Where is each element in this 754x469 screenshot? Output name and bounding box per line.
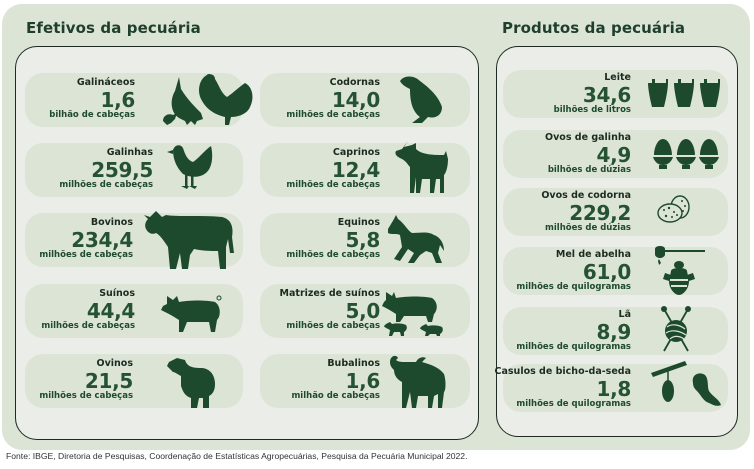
- card-value: 5,0: [345, 299, 380, 323]
- card-unit: bilhões de dúzias: [547, 165, 631, 175]
- card-leite: Leite 34,6 bilhões de litros: [503, 70, 728, 118]
- card-ovinos: Ovinos 21,5 milhões de cabeças: [25, 354, 243, 408]
- card-label: Casulos de bicho-da-seda: [494, 366, 631, 377]
- quail-icon: [398, 75, 448, 125]
- quail-eggs-icon: [656, 195, 692, 225]
- card-unit: milhões de dúzias: [545, 223, 631, 233]
- card-value: 1,6: [100, 88, 135, 112]
- card-value: 1,8: [596, 377, 631, 401]
- card-label: Ovos de galinha: [545, 132, 631, 143]
- card-unit: milhões de cabeças: [59, 180, 153, 190]
- card-bovinos: Bovinos 234,4 milhões de cabeças: [25, 211, 243, 269]
- honey-bee-icon: [653, 245, 709, 297]
- right-section-title: Produtos da pecuária: [502, 19, 686, 37]
- card-la: Lã 8,9 milhões de quilogramas: [503, 305, 728, 355]
- left-section-title: Efetivos da pecuária: [26, 19, 201, 37]
- card-galinhas: Galinhas 259,5 milhões de cabeças: [25, 143, 243, 197]
- card-label: Galináceos: [76, 77, 135, 88]
- card-unit: milhões de cabeças: [41, 321, 135, 331]
- card-label: Galinhas: [106, 147, 153, 158]
- horse-icon: [384, 215, 446, 265]
- card-value: 61,0: [582, 260, 631, 284]
- card-bubalinos: Bubalinos 1,6 milhão de cabeças: [260, 354, 470, 408]
- hen-icon: [167, 142, 215, 192]
- card-value: 5,8: [345, 228, 380, 252]
- card-value: 12,4: [331, 158, 380, 182]
- card-suinos: Suínos 44,4 milhões de cabeças: [25, 284, 243, 338]
- card-label: Ovos de codorna: [541, 190, 631, 201]
- card-label: Leite: [604, 72, 631, 83]
- card-unit: bilhão de cabeças: [49, 110, 135, 120]
- card-value: 34,6: [582, 83, 631, 107]
- card-equinos: Equinos 5,8 milhões de cabeças: [260, 213, 470, 267]
- cow-icon: [142, 207, 238, 271]
- eggs-icon: [653, 139, 719, 169]
- card-galinaceos: Galináceos 1,6 bilhão de cabeças: [25, 73, 253, 127]
- card-unit: milhões de cabeças: [286, 180, 380, 190]
- card-casulos: Casulos de bicho-da-seda 1,8 milhões de …: [495, 361, 728, 413]
- sheep-icon: [165, 356, 217, 408]
- card-unit: milhões de cabeças: [286, 321, 380, 331]
- source-footnote: Fonte: IBGE, Diretoria de Pesquisas, Coo…: [6, 451, 468, 461]
- card-value: 8,9: [596, 320, 631, 344]
- card-matrizes-suinos: Matrizes de suínos 5,0 milhões de cabeça…: [260, 284, 470, 338]
- silkworm-icon: [651, 361, 723, 413]
- card-label: Codornas: [329, 77, 380, 88]
- card-unit: milhões de cabeças: [286, 110, 380, 120]
- card-unit: milhão de cabeças: [291, 391, 380, 401]
- card-label: Bovinos: [90, 217, 133, 228]
- card-unit: milhões de cabeças: [39, 391, 133, 401]
- card-value: 259,5: [91, 158, 153, 182]
- card-ovos-galinha: Ovos de galinha 4,9 bilhões de dúzias: [503, 130, 728, 178]
- card-label: Matrizes de suínos: [279, 288, 380, 299]
- card-label: Caprinos: [332, 147, 380, 158]
- card-caprinos: Caprinos 12,4 milhões de cabeças: [260, 141, 470, 197]
- yarn-ball-icon: [658, 305, 694, 353]
- card-value: 229,2: [569, 201, 631, 225]
- card-value: 1,6: [345, 369, 380, 393]
- card-label: Mel de abelha: [555, 249, 631, 260]
- card-value: 44,4: [86, 299, 135, 323]
- card-value: 234,4: [71, 228, 133, 252]
- card-label: Suínos: [99, 288, 135, 299]
- card-unit: milhões de quilogramas: [516, 342, 631, 352]
- card-value: 21,5: [84, 369, 133, 393]
- card-codornas: Codornas 14,0 milhões de cabeças: [260, 73, 470, 127]
- goat-icon: [394, 139, 450, 195]
- card-unit: milhões de cabeças: [286, 250, 380, 260]
- sow-piglets-icon: [382, 290, 448, 336]
- card-value: 14,0: [331, 88, 380, 112]
- card-unit: milhões de quilogramas: [516, 282, 631, 292]
- card-label: Bubalinos: [327, 358, 380, 369]
- pig-icon: [161, 292, 223, 334]
- buffalo-icon: [388, 352, 450, 410]
- card-value: 4,9: [596, 143, 631, 167]
- card-unit: milhões de quilogramas: [516, 399, 631, 409]
- card-ovos-codorna: Ovos de codorna 229,2 milhões de dúzias: [503, 188, 728, 236]
- milk-buckets-icon: [646, 79, 722, 107]
- card-unit: milhões de cabeças: [39, 250, 133, 260]
- card-label: Ovinos: [96, 358, 133, 369]
- card-label: Equinos: [337, 217, 380, 228]
- card-label: Lã: [618, 309, 631, 320]
- card-mel-abelha: Mel de abelha 61,0 milhões de quilograma…: [503, 245, 728, 297]
- card-unit: bilhões de litros: [553, 105, 631, 115]
- chickens-icon: [161, 69, 261, 127]
